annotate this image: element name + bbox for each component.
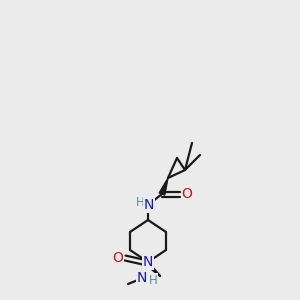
Text: O: O [112, 251, 123, 265]
Text: H: H [148, 274, 158, 286]
Text: N: N [137, 271, 147, 285]
Text: N: N [143, 255, 153, 269]
Polygon shape [159, 178, 168, 195]
Text: H: H [136, 196, 144, 208]
Text: O: O [182, 187, 192, 201]
Text: N: N [144, 198, 154, 212]
